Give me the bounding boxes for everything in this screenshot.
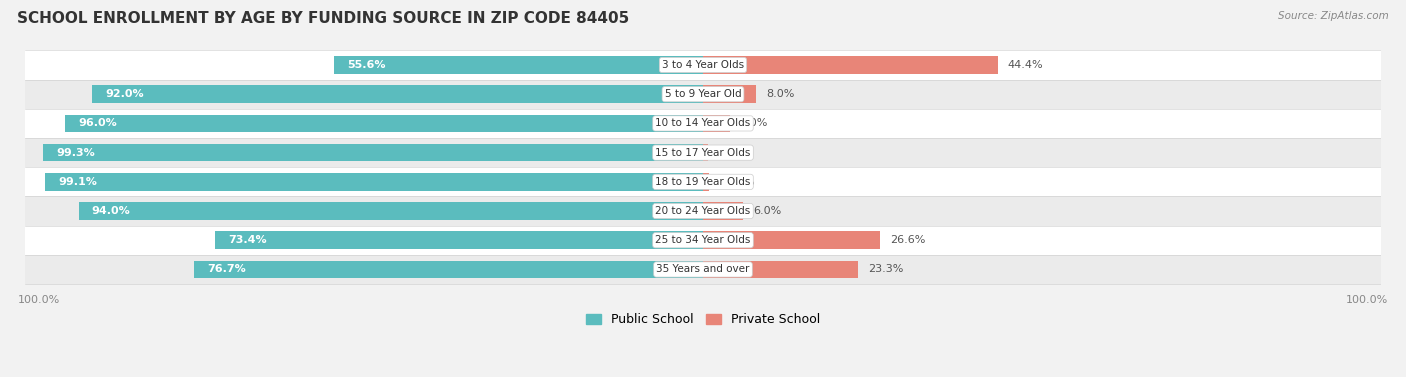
Text: 4.0%: 4.0% xyxy=(740,118,768,129)
Bar xyxy=(25,138,1381,167)
Text: 76.7%: 76.7% xyxy=(207,265,246,274)
Bar xyxy=(703,261,858,278)
Text: 99.1%: 99.1% xyxy=(58,177,97,187)
Text: 18 to 19 Year Olds: 18 to 19 Year Olds xyxy=(655,177,751,187)
Text: 26.6%: 26.6% xyxy=(890,235,925,245)
Bar xyxy=(25,109,1381,138)
Bar xyxy=(25,196,1381,226)
Text: 35 Years and over: 35 Years and over xyxy=(657,265,749,274)
Bar xyxy=(91,86,703,103)
Bar xyxy=(79,202,703,220)
Bar xyxy=(703,144,707,161)
Legend: Public School, Private School: Public School, Private School xyxy=(581,308,825,331)
Bar xyxy=(25,51,1381,80)
Bar xyxy=(25,167,1381,196)
Text: 5 to 9 Year Old: 5 to 9 Year Old xyxy=(665,89,741,99)
Bar xyxy=(703,115,730,132)
Bar xyxy=(45,173,703,191)
Text: 10 to 14 Year Olds: 10 to 14 Year Olds xyxy=(655,118,751,129)
Bar xyxy=(215,231,703,249)
Text: Source: ZipAtlas.com: Source: ZipAtlas.com xyxy=(1278,11,1389,21)
Text: 96.0%: 96.0% xyxy=(79,118,117,129)
Bar xyxy=(25,80,1381,109)
Bar xyxy=(703,56,998,74)
Bar xyxy=(703,86,756,103)
Text: 55.6%: 55.6% xyxy=(347,60,385,70)
Text: 94.0%: 94.0% xyxy=(91,206,131,216)
Text: 8.0%: 8.0% xyxy=(766,89,794,99)
Bar xyxy=(25,226,1381,255)
Text: 44.4%: 44.4% xyxy=(1008,60,1043,70)
Text: SCHOOL ENROLLMENT BY AGE BY FUNDING SOURCE IN ZIP CODE 84405: SCHOOL ENROLLMENT BY AGE BY FUNDING SOUR… xyxy=(17,11,628,26)
Text: 6.0%: 6.0% xyxy=(752,206,782,216)
Text: 73.4%: 73.4% xyxy=(229,235,267,245)
Bar xyxy=(703,202,742,220)
Text: 23.3%: 23.3% xyxy=(868,265,903,274)
Text: 99.3%: 99.3% xyxy=(56,148,96,158)
Bar xyxy=(703,173,709,191)
Text: 3 to 4 Year Olds: 3 to 4 Year Olds xyxy=(662,60,744,70)
Bar xyxy=(44,144,703,161)
Bar xyxy=(65,115,703,132)
Text: 0.92%: 0.92% xyxy=(718,177,755,187)
Text: 0.74%: 0.74% xyxy=(718,148,754,158)
Bar xyxy=(25,255,1381,284)
Text: 15 to 17 Year Olds: 15 to 17 Year Olds xyxy=(655,148,751,158)
Text: 25 to 34 Year Olds: 25 to 34 Year Olds xyxy=(655,235,751,245)
Text: 92.0%: 92.0% xyxy=(105,89,143,99)
Bar xyxy=(194,261,703,278)
Bar xyxy=(703,231,880,249)
Text: 20 to 24 Year Olds: 20 to 24 Year Olds xyxy=(655,206,751,216)
Bar xyxy=(333,56,703,74)
